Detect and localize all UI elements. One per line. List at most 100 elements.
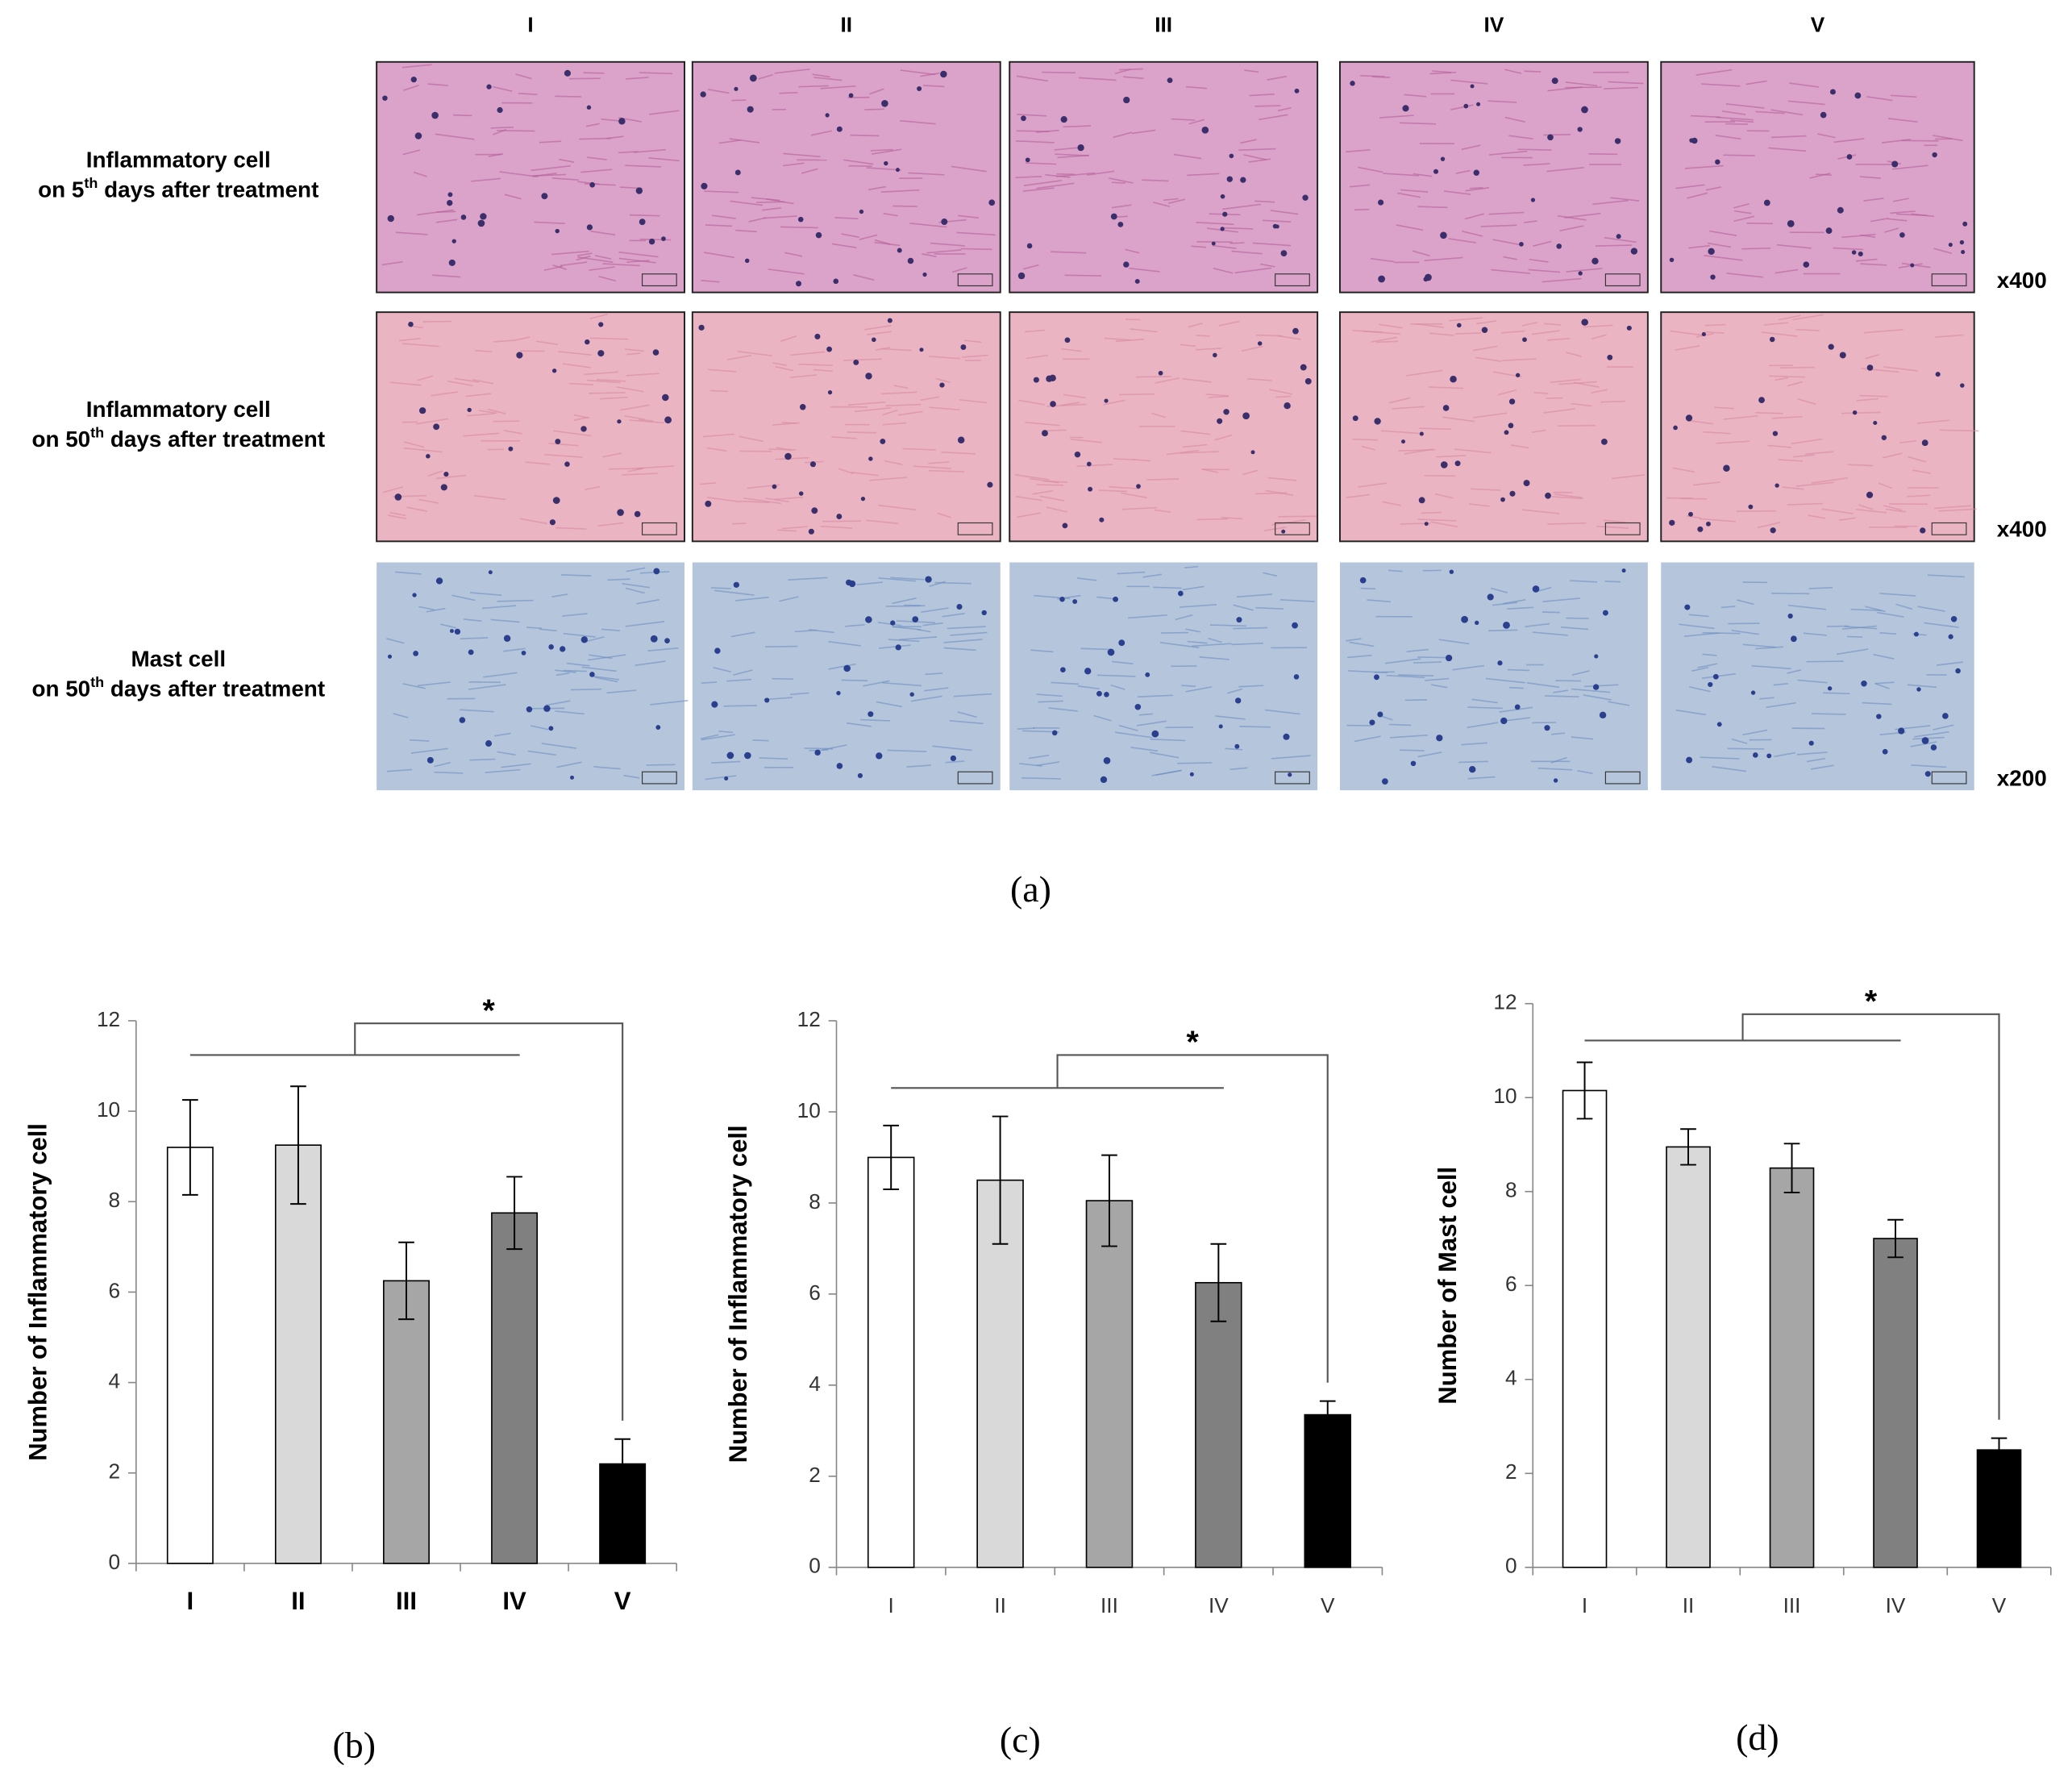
fiber [1537, 767, 1573, 771]
fiber [1113, 458, 1135, 460]
fiber [1188, 323, 1203, 328]
fiber [1583, 694, 1612, 701]
fiber [867, 185, 886, 191]
fiber [1806, 660, 1844, 663]
nucleus [1913, 631, 1919, 637]
fiber [1841, 411, 1881, 414]
fiber [1684, 164, 1724, 169]
fiber [1700, 756, 1740, 760]
nucleus [560, 646, 566, 652]
scale-bar [1275, 522, 1310, 535]
nucleus [1158, 370, 1163, 376]
fiber [1815, 173, 1832, 176]
fiber [1119, 393, 1155, 396]
fiber [1488, 629, 1518, 632]
fiber [1419, 427, 1452, 431]
fiber [1182, 443, 1208, 448]
nucleus [1500, 717, 1508, 725]
nucleus [1508, 423, 1514, 429]
nucleus [634, 510, 641, 518]
fiber [1545, 695, 1579, 697]
nucleus [1440, 156, 1446, 161]
fiber [594, 255, 612, 260]
fiber [1524, 220, 1537, 223]
fiber [1543, 323, 1562, 326]
fiber [1507, 668, 1530, 672]
nucleus [1630, 248, 1638, 255]
micrograph-bg [691, 311, 1001, 543]
nucleus [1766, 753, 1772, 759]
fiber [882, 409, 898, 416]
fiber [1243, 154, 1267, 160]
nucleus [431, 111, 439, 119]
nucleus [1223, 409, 1229, 415]
fiber [1406, 648, 1429, 652]
bar [1873, 1238, 1918, 1568]
nucleus [1440, 231, 1447, 239]
nucleus [922, 272, 927, 277]
fiber [1231, 642, 1264, 646]
fiber [1847, 635, 1863, 639]
nucleus [1616, 234, 1621, 239]
nucleus [664, 416, 672, 424]
fiber [1442, 416, 1475, 423]
nucleus [860, 496, 866, 502]
fiber [577, 256, 614, 264]
fiber [1808, 587, 1833, 589]
scale-bar [1931, 771, 1967, 785]
nucleus [890, 620, 896, 626]
fiber [892, 205, 917, 207]
x-tick-label: III [1783, 1593, 1801, 1617]
fiber [1138, 713, 1154, 716]
nucleus [1547, 134, 1554, 141]
fiber [465, 393, 492, 398]
nucleus [1508, 398, 1516, 405]
nucleus [1292, 622, 1298, 629]
fiber [1686, 514, 1702, 519]
nucleus [1592, 684, 1600, 690]
fiber [1487, 100, 1517, 103]
scale-bar [957, 771, 993, 785]
fiber [1265, 489, 1294, 496]
nucleus [1450, 375, 1457, 383]
fiber [1836, 648, 1869, 656]
nucleus [796, 281, 802, 287]
nucleus [940, 70, 947, 78]
fiber [634, 660, 666, 667]
fiber [838, 468, 854, 475]
fiber [1604, 86, 1638, 90]
nucleus [1948, 634, 1953, 639]
error-bar [398, 1241, 414, 1321]
nucleus [1359, 577, 1367, 584]
fiber [1454, 448, 1492, 454]
fiber [1720, 606, 1736, 609]
fiber [490, 618, 520, 623]
fiber [1874, 681, 1895, 685]
nucleus [747, 106, 754, 113]
fiber [1817, 133, 1836, 139]
nucleus [1858, 251, 1863, 256]
nucleus [1242, 412, 1250, 420]
nucleus [1673, 425, 1678, 431]
fiber [1591, 389, 1608, 393]
nucleus [1504, 430, 1509, 435]
fiber [1712, 765, 1747, 772]
fiber [854, 407, 891, 413]
fiber [403, 84, 419, 91]
fiber [733, 669, 753, 676]
fiber [589, 266, 615, 271]
fiber [1063, 125, 1092, 128]
fiber [1604, 581, 1621, 583]
fiber [418, 606, 435, 611]
fiber [922, 622, 943, 627]
fiber [1517, 148, 1552, 151]
micrograph-bg [1339, 562, 1648, 791]
nucleus [1828, 343, 1834, 350]
fiber [1187, 640, 1208, 644]
fiber [1146, 478, 1180, 481]
nucleus [1060, 115, 1067, 123]
nucleus [1551, 77, 1558, 85]
nucleus [1530, 198, 1536, 202]
y-tick-label: 12 [797, 1007, 821, 1031]
nucleus [1294, 88, 1300, 94]
